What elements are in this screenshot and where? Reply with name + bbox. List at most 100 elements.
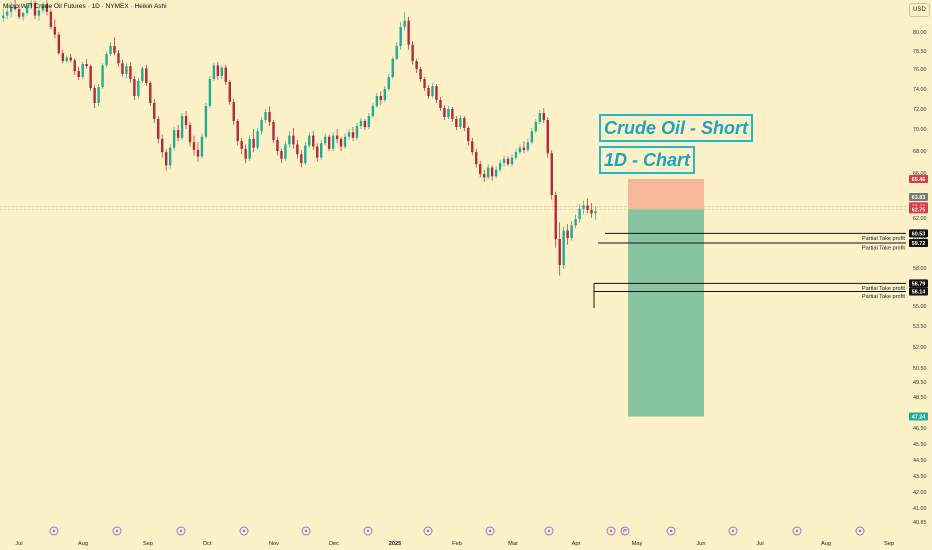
candle[interactable] bbox=[212, 63, 216, 81]
candle[interactable] bbox=[447, 106, 450, 119]
candle[interactable] bbox=[399, 21, 402, 50]
candle[interactable] bbox=[268, 106, 271, 126]
candle[interactable] bbox=[379, 91, 383, 105]
candle[interactable] bbox=[284, 141, 287, 161]
candle[interactable] bbox=[264, 109, 267, 123]
candle[interactable] bbox=[117, 49, 120, 67]
candle[interactable] bbox=[542, 108, 545, 123]
candle[interactable] bbox=[168, 144, 172, 169]
candle[interactable] bbox=[351, 127, 355, 142]
candle[interactable] bbox=[411, 40, 414, 65]
price-axis[interactable]: 80.00 78.50 76.00 74.00 72.00 70.00 68.00 66.00… bbox=[913, 30, 927, 526]
calendar-event-icon[interactable] bbox=[176, 526, 186, 536]
candle[interactable] bbox=[236, 119, 239, 146]
candle[interactable] bbox=[514, 148, 518, 160]
candle[interactable] bbox=[85, 58, 88, 69]
take-profit-zone[interactable] bbox=[628, 209, 704, 417]
candle[interactable] bbox=[558, 222, 561, 276]
calendar-event-icon[interactable] bbox=[728, 526, 738, 536]
candle[interactable] bbox=[451, 107, 454, 122]
candle[interactable] bbox=[97, 84, 100, 106]
candle[interactable] bbox=[280, 148, 283, 164]
candle[interactable] bbox=[534, 119, 538, 134]
candle[interactable] bbox=[69, 53, 72, 63]
candle[interactable] bbox=[439, 97, 442, 111]
candle[interactable] bbox=[133, 76, 136, 100]
candle[interactable] bbox=[73, 58, 76, 75]
candle[interactable] bbox=[554, 191, 557, 248]
candle[interactable] bbox=[546, 117, 549, 158]
candle[interactable] bbox=[300, 149, 303, 168]
candle[interactable] bbox=[566, 224, 569, 245]
candle[interactable] bbox=[125, 63, 128, 78]
candle[interactable] bbox=[530, 128, 534, 145]
candle[interactable] bbox=[149, 81, 152, 106]
candle[interactable] bbox=[486, 164, 490, 180]
candle[interactable] bbox=[431, 83, 434, 98]
candle[interactable] bbox=[145, 64, 148, 86]
candle[interactable] bbox=[244, 144, 247, 164]
candle[interactable] bbox=[81, 61, 84, 79]
candle[interactable] bbox=[510, 154, 514, 167]
candle[interactable] bbox=[161, 134, 164, 158]
candle[interactable] bbox=[518, 144, 522, 155]
candle[interactable] bbox=[435, 84, 438, 103]
candle[interactable] bbox=[387, 74, 390, 91]
candle[interactable] bbox=[375, 93, 379, 108]
stop-loss-zone[interactable] bbox=[628, 178, 704, 210]
candle[interactable] bbox=[526, 138, 530, 153]
candle[interactable] bbox=[57, 32, 61, 55]
candle[interactable] bbox=[13, 0, 17, 11]
candle[interactable] bbox=[204, 103, 208, 139]
candle[interactable] bbox=[180, 113, 184, 140]
annotation-1d-chart[interactable]: 1D - Chart bbox=[599, 146, 696, 174]
candle[interactable] bbox=[355, 123, 359, 140]
candle[interactable] bbox=[479, 160, 482, 178]
symbol-title[interactable]: Micro WTI Crude Oil Futures · 1D · NYMEX… bbox=[3, 3, 167, 10]
candle[interactable] bbox=[594, 206, 597, 221]
candle[interactable] bbox=[200, 133, 204, 159]
candle[interactable] bbox=[570, 221, 573, 241]
calendar-event-icon[interactable] bbox=[606, 526, 616, 536]
candle[interactable] bbox=[256, 128, 259, 150]
calendar-event-icon[interactable] bbox=[49, 526, 59, 536]
candle[interactable] bbox=[383, 86, 386, 102]
candle[interactable] bbox=[467, 126, 470, 146]
candle[interactable] bbox=[5, 6, 9, 20]
candle[interactable] bbox=[395, 42, 398, 61]
candle[interactable] bbox=[21, 11, 25, 21]
candle[interactable] bbox=[335, 129, 339, 144]
candle[interactable] bbox=[260, 117, 263, 135]
candle[interactable] bbox=[137, 78, 140, 99]
candle[interactable] bbox=[65, 55, 68, 64]
candle[interactable] bbox=[331, 132, 335, 151]
candle[interactable] bbox=[53, 19, 57, 39]
candle[interactable] bbox=[248, 135, 251, 161]
calendar-event-icon[interactable] bbox=[855, 526, 865, 536]
candle[interactable] bbox=[105, 51, 108, 68]
candle[interactable] bbox=[407, 16, 410, 50]
candle[interactable] bbox=[586, 198, 589, 214]
candle[interactable] bbox=[312, 131, 315, 150]
calendar-event-icon[interactable] bbox=[423, 526, 433, 536]
candle[interactable] bbox=[141, 66, 144, 83]
candle[interactable] bbox=[415, 58, 418, 73]
candle[interactable] bbox=[196, 142, 200, 162]
candle[interactable] bbox=[494, 166, 498, 179]
candle[interactable] bbox=[590, 203, 593, 218]
calendar-event-icon[interactable] bbox=[363, 526, 373, 536]
candle[interactable] bbox=[522, 141, 526, 154]
candle[interactable] bbox=[224, 64, 227, 85]
candle[interactable] bbox=[419, 66, 422, 82]
candle[interactable] bbox=[550, 149, 553, 200]
calendar-event-icon[interactable] bbox=[666, 526, 676, 536]
candle[interactable] bbox=[176, 125, 180, 142]
candle[interactable] bbox=[17, 4, 21, 20]
candle[interactable] bbox=[327, 134, 331, 152]
candle[interactable] bbox=[304, 142, 307, 166]
candle[interactable] bbox=[157, 116, 160, 144]
candle[interactable] bbox=[292, 128, 295, 149]
candle[interactable] bbox=[482, 169, 486, 182]
candle[interactable] bbox=[192, 135, 196, 156]
